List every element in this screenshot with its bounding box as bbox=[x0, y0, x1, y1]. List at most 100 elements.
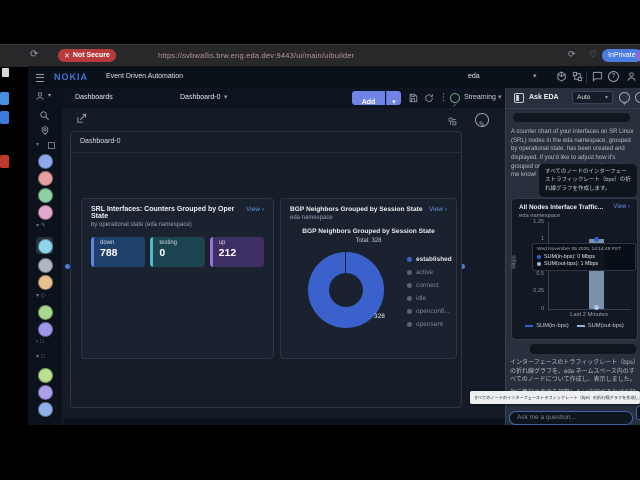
legend-item[interactable]: established bbox=[407, 253, 452, 266]
bgp-donut-chart[interactable] bbox=[308, 252, 384, 328]
rail-section-design[interactable]: ▾ ✎ bbox=[36, 223, 47, 229]
rail-section-config[interactable]: › □ bbox=[36, 339, 44, 345]
ask-eda-title: Ask EDA bbox=[529, 94, 559, 101]
rail-app-icon[interactable] bbox=[38, 275, 53, 290]
srl-interfaces-panel[interactable]: SRL Interfaces: Counters Grouped by Oper… bbox=[81, 198, 274, 359]
rail-app-icon bbox=[38, 239, 53, 254]
rail-app-icon[interactable] bbox=[38, 258, 53, 273]
not-secure-label: Not Secure bbox=[72, 52, 110, 59]
resize-handle-right[interactable] bbox=[460, 264, 465, 269]
menu-icon[interactable] bbox=[36, 74, 44, 82]
legend-item[interactable]: connect bbox=[407, 279, 452, 292]
send-button[interactable]: ▶ bbox=[636, 406, 640, 420]
rail-app-icon[interactable] bbox=[38, 188, 53, 203]
warning-icon: ✕ bbox=[64, 52, 70, 60]
panel-toggle-icon[interactable] bbox=[514, 93, 524, 103]
streaming-label[interactable]: Streaming bbox=[464, 94, 496, 101]
app-title: Event Driven Automation bbox=[106, 73, 184, 80]
rail-app-icon[interactable] bbox=[38, 402, 53, 417]
user-account-icon[interactable] bbox=[626, 71, 637, 82]
grid-icon[interactable] bbox=[448, 117, 457, 126]
chat-icon[interactable] bbox=[592, 71, 603, 82]
bgp-neighbors-panel[interactable]: BGP Neighbors Grouped by Session State V… bbox=[280, 198, 457, 359]
chevron-right-icon: › bbox=[261, 206, 264, 213]
kebab-menu-icon[interactable]: ⋮ bbox=[439, 92, 448, 102]
save-icon[interactable] bbox=[408, 93, 418, 103]
streaming-status-icon: ✓ bbox=[450, 93, 460, 109]
url-text[interactable]: https://svbwallis.brw.eng.eda.dev:9443/u… bbox=[158, 51, 355, 60]
add-dropdown-button[interactable]: ▾ bbox=[386, 91, 401, 106]
rail-section-apps[interactable]: ▾ bbox=[36, 141, 55, 149]
ask-input[interactable] bbox=[509, 410, 633, 425]
card-title: All Nodes Interface Traffic... bbox=[519, 204, 604, 211]
panel-title: BGP Neighbors Grouped by Session State bbox=[290, 206, 423, 213]
add-button[interactable]: Add bbox=[352, 91, 385, 106]
refresh-icon[interactable] bbox=[424, 93, 434, 103]
resize-handle-left[interactable] bbox=[65, 264, 70, 269]
add-button-label: Add bbox=[361, 99, 376, 106]
rail-app-icon[interactable] bbox=[38, 171, 53, 186]
rail-app-icon[interactable] bbox=[38, 368, 53, 383]
pin-icon[interactable] bbox=[40, 125, 50, 136]
not-secure-badge[interactable]: ✕ Not Secure bbox=[58, 49, 116, 62]
help-icon[interactable]: ? bbox=[608, 71, 619, 82]
export-icon[interactable] bbox=[76, 113, 87, 124]
collapsed-message[interactable] bbox=[513, 113, 630, 122]
legend-item[interactable]: active bbox=[407, 266, 452, 279]
stat-card-down[interactable]: down 788 bbox=[91, 237, 146, 267]
search-icon[interactable] bbox=[39, 110, 50, 121]
mode-selector[interactable]: Auto ▾ bbox=[572, 91, 613, 104]
legend-item[interactable]: opensent bbox=[407, 318, 452, 331]
donut-legend: established active connect idle openconf… bbox=[407, 253, 452, 331]
traffic-chart-card[interactable]: All Nodes Interface Traffic... View › ed… bbox=[511, 198, 638, 340]
reload-icon[interactable]: ⟳ bbox=[30, 49, 39, 60]
user-icon[interactable] bbox=[35, 91, 45, 101]
panel-subtitle: eda namespace bbox=[290, 215, 333, 221]
history-icon[interactable] bbox=[635, 92, 640, 103]
dock-icon-blue-2[interactable] bbox=[0, 111, 9, 124]
draw-mode-icon[interactable]: ✎ bbox=[475, 113, 489, 129]
transactions-icon[interactable] bbox=[572, 71, 583, 82]
rail-section-tools[interactable]: ▾ □ bbox=[36, 353, 45, 361]
rail-app-icon[interactable] bbox=[38, 322, 53, 337]
view-link[interactable]: View › bbox=[246, 206, 264, 213]
view-link[interactable]: View › bbox=[429, 206, 447, 213]
new-chat-icon[interactable]: + bbox=[619, 92, 630, 108]
legend-in-bps[interactable]: SUM(in-bps) bbox=[536, 323, 569, 329]
rail-section-topology[interactable]: ▾ ◇ bbox=[36, 293, 46, 299]
stat-card-up[interactable]: up 212 bbox=[209, 237, 264, 267]
legend-out-bps[interactable]: SUM(out-bps) bbox=[587, 323, 624, 329]
rail-app-icon[interactable] bbox=[38, 305, 53, 320]
rail-app-icon[interactable] bbox=[38, 205, 53, 220]
translate-icon[interactable]: ⟳ bbox=[568, 49, 576, 59]
breadcrumb[interactable]: Dashboards bbox=[75, 94, 113, 101]
collapsed-user-message[interactable] bbox=[530, 344, 636, 354]
view-link[interactable]: View › bbox=[613, 204, 630, 210]
rail-app-icon[interactable] bbox=[38, 154, 53, 169]
chevron-down-icon[interactable]: ▾ bbox=[533, 73, 537, 80]
dock-icon-blue-1[interactable] bbox=[0, 92, 9, 105]
dock-icon-white[interactable] bbox=[2, 68, 9, 77]
y-tick: 1 bbox=[540, 236, 544, 242]
topology-icon[interactable] bbox=[556, 71, 567, 82]
chevron-down-icon[interactable]: ▾ bbox=[224, 94, 228, 101]
legend-item[interactable]: idle bbox=[407, 292, 452, 305]
stat-card-testing[interactable]: testing 0 bbox=[150, 237, 205, 267]
donut-value-label: 328 bbox=[374, 313, 385, 320]
chevron-down-icon[interactable]: ▾ bbox=[498, 94, 502, 101]
browser-avatar[interactable] bbox=[636, 49, 640, 62]
inprivate-badge[interactable]: InPrivate bbox=[602, 49, 640, 62]
rail-app-icon[interactable] bbox=[38, 385, 53, 400]
stat-value: 0 bbox=[159, 247, 166, 259]
dashboard-canvas: ✎ Dashboard-0 SRL Interfaces: Counters G… bbox=[62, 108, 505, 418]
legend-item[interactable]: openconfi... bbox=[407, 305, 452, 318]
favorites-icon[interactable]: ♡ bbox=[589, 49, 598, 59]
dashboard-selector[interactable]: Dashboard-0 bbox=[180, 94, 221, 101]
context-selector[interactable]: eda bbox=[468, 73, 480, 80]
rail-app-selected[interactable] bbox=[36, 237, 53, 254]
dock-icon-red[interactable] bbox=[0, 155, 9, 168]
dashboard-frame[interactable]: Dashboard-0 SRL Interfaces: Counters Gro… bbox=[70, 131, 462, 408]
in-bps-point bbox=[594, 305, 599, 310]
chevron-down-icon[interactable]: ▾ bbox=[48, 93, 52, 99]
